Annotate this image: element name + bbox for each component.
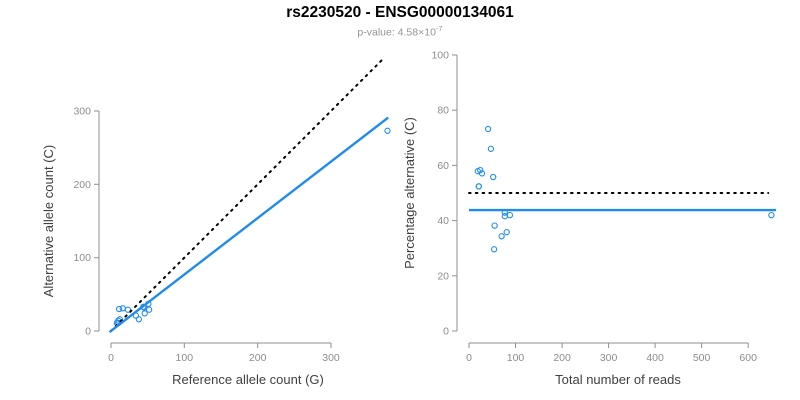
figure-title: rs2230520 - ENSG00000134061 (286, 4, 514, 21)
y-tick-label: 300 (73, 106, 91, 118)
y-tick-label: 100 (431, 50, 449, 62)
data-point (141, 310, 148, 317)
y-tick-label: 20 (437, 270, 449, 282)
y-tick-label: 40 (437, 215, 449, 227)
data-point (768, 211, 775, 219)
data-point (477, 166, 484, 174)
y-tick-label: 200 (73, 179, 91, 191)
data-point (506, 211, 514, 219)
data-point (475, 183, 482, 190)
x-tick-label: 200 (553, 352, 571, 364)
x-axis: 0 100 200 300 Reference allele count (G) (108, 342, 340, 387)
x-tick-label: 400 (646, 352, 664, 364)
data-points (474, 125, 775, 253)
data-point (119, 305, 126, 312)
x-tick-label: 300 (600, 352, 618, 364)
data-point (490, 246, 498, 253)
data-point (484, 125, 492, 133)
x-tick-label: 500 (693, 352, 711, 364)
y-tick-label: 0 (443, 326, 449, 338)
data-point (135, 316, 143, 323)
x-tick-label: 0 (108, 352, 114, 364)
data-point (501, 213, 508, 220)
x-tick-label: 100 (507, 352, 525, 364)
x-axis-title: Total number of reads (555, 372, 681, 387)
data-point (490, 173, 497, 181)
identity-line (110, 56, 386, 332)
pvalue-text: p-value: 4.58×10 (357, 26, 436, 39)
y-axis: 0 20 40 60 80 100 Percentage alternative (C) (402, 50, 458, 338)
left-panel: 0 100 200 300 Reference allele count (G) 0 100… (41, 56, 391, 387)
x-tick-label: 0 (466, 352, 472, 364)
pvalue-exponent: -7 (435, 24, 443, 33)
data-point (384, 127, 391, 134)
figure-subtitle: p-value: 4.58×10-7 (0, 24, 800, 39)
data-point (503, 229, 510, 236)
y-tick-label: 0 (85, 326, 91, 338)
data-point (498, 233, 505, 240)
x-tick-label: 100 (176, 352, 194, 364)
data-point (491, 222, 498, 229)
data-point (145, 306, 153, 313)
y-axis-title: Percentage alternative (C) (402, 117, 417, 269)
y-axis-title: Alternative allele count (C) (41, 145, 56, 297)
x-tick-label: 600 (739, 352, 757, 364)
data-point (487, 145, 495, 152)
y-axis: 0 100 200 300 Alternative allele count (C) (41, 106, 100, 338)
y-tick-label: 100 (73, 252, 91, 264)
data-point (478, 170, 486, 177)
y-tick-label: 60 (437, 160, 449, 172)
data-point (115, 305, 123, 313)
x-axis-title: Reference allele count (G) (172, 372, 324, 387)
x-axis: 0 100 200 300 400 500 600 Total number of reads (466, 342, 757, 387)
fit-line (108, 116, 389, 334)
y-tick-label: 80 (437, 105, 449, 117)
data-point (124, 306, 132, 313)
x-tick-label: 200 (249, 352, 267, 364)
x-tick-label: 300 (322, 352, 340, 364)
